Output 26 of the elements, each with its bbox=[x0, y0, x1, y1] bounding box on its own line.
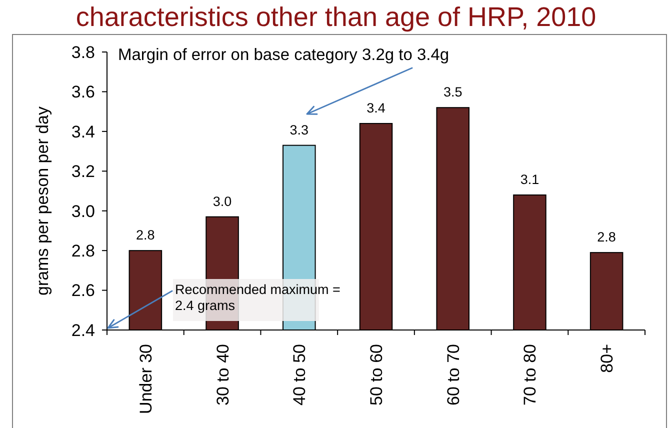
annotation: Margin of error on base category 3.2g to 3.4g bbox=[118, 46, 450, 64]
y-tick-label: 2.8 bbox=[71, 242, 95, 261]
data-label: 2.8 bbox=[597, 230, 616, 245]
data-label: 3.3 bbox=[290, 122, 309, 138]
x-tick-label: 30 to 40 bbox=[213, 344, 232, 406]
y-tick-label: 2.4 bbox=[71, 320, 95, 340]
data-label: 3.0 bbox=[212, 194, 232, 209]
data-label: 3.4 bbox=[366, 100, 386, 116]
x-tick-label: 70 to 80 bbox=[520, 344, 540, 406]
data-label: 2.8 bbox=[136, 228, 155, 243]
x-tick-label: 60 to 70 bbox=[444, 344, 463, 406]
y-tick-label: 3.6 bbox=[71, 82, 95, 102]
y-tick-label: 3.0 bbox=[71, 202, 95, 221]
annotation: Recommended maximum = 2.4 grams bbox=[175, 282, 341, 313]
data-label: 3.1 bbox=[520, 172, 540, 187]
x-tick-label: 80+ bbox=[598, 344, 617, 373]
y-tick-label: 3.4 bbox=[71, 122, 95, 142]
data-label: 3.5 bbox=[443, 84, 462, 100]
y-axis-title: grams per peson per day bbox=[33, 106, 52, 296]
y-tick-label: 2.6 bbox=[71, 281, 95, 300]
x-tick-label: Under 30 bbox=[136, 344, 156, 414]
x-tick-label: 50 to 60 bbox=[367, 344, 386, 406]
x-tick-label: 40 to 50 bbox=[290, 344, 310, 406]
chart-title: characteristics other than age of HRP, 2010 bbox=[76, 2, 596, 32]
y-tick-label: 3.8 bbox=[71, 42, 95, 62]
y-tick-label: 3.2 bbox=[71, 162, 95, 182]
